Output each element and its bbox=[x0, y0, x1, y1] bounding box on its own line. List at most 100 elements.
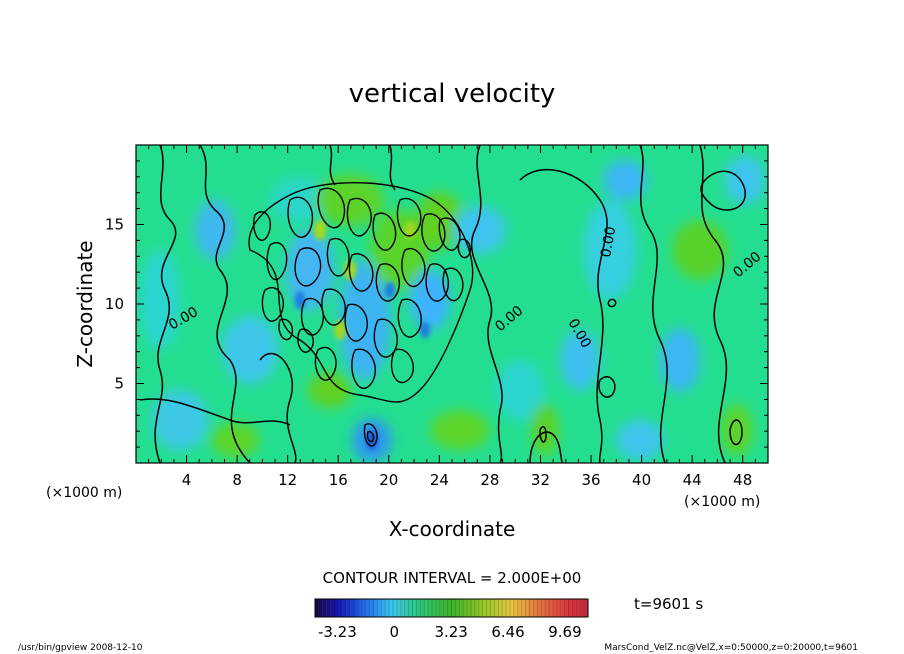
colorbar-tick-label: 9.69 bbox=[548, 623, 581, 641]
colorbar-segment bbox=[318, 599, 323, 617]
colorbar-segment bbox=[443, 599, 448, 617]
colorbar-segment bbox=[369, 599, 374, 617]
colorbar-segment bbox=[580, 599, 585, 617]
colorbar-segment bbox=[330, 599, 335, 617]
chart-title: vertical velocity bbox=[349, 79, 556, 109]
colorbar-segment bbox=[385, 599, 390, 617]
colorbar-segment bbox=[447, 599, 452, 617]
colorbar-segment bbox=[408, 599, 413, 617]
x-tick-label: 36 bbox=[581, 471, 600, 489]
colorbar-segment bbox=[560, 599, 565, 617]
x-tick-label: 40 bbox=[632, 471, 651, 489]
x-axis-unit: (×1000 m) bbox=[684, 494, 760, 510]
contour-interval-text: CONTOUR INTERVAL = 2.000E+00 bbox=[323, 569, 582, 587]
colorbar-segment bbox=[400, 599, 405, 617]
colorbar-segment bbox=[342, 599, 347, 617]
colorbar-segment bbox=[326, 599, 331, 617]
colorbar-ticks: -3.23 0 3.23 6.46 9.69 bbox=[318, 623, 582, 641]
x-tick-label: 20 bbox=[379, 471, 398, 489]
x-axis-label: X-coordinate bbox=[389, 517, 516, 541]
colorbar-segment bbox=[322, 599, 327, 617]
colorbar-segment bbox=[564, 599, 569, 617]
colorbar-segment bbox=[389, 599, 393, 617]
x-tick-label: 4 bbox=[182, 471, 192, 489]
colorbar-segment bbox=[533, 599, 538, 617]
colorbar-segment bbox=[424, 599, 429, 617]
plot-field: 0.00 0.00 0.00 0.00 0.00 bbox=[136, 145, 768, 463]
colorbar-tick-label: 0 bbox=[389, 623, 399, 641]
colorbar-segment bbox=[474, 599, 479, 617]
colorbar-segment bbox=[338, 599, 343, 617]
colorbar-segment bbox=[428, 599, 432, 617]
colorbar-segment bbox=[459, 599, 464, 617]
colorbar-segment bbox=[354, 599, 358, 617]
colorbar-segment bbox=[584, 599, 588, 617]
colorbar-segment bbox=[357, 599, 362, 617]
x-axis-ticks: 4 8 12 16 20 24 28 32 36 40 44 48 bbox=[148, 145, 756, 489]
colorbar-segment bbox=[373, 599, 378, 617]
y-tick-label: 5 bbox=[114, 375, 124, 393]
colorbar-segment bbox=[498, 599, 503, 617]
colorbar-segment bbox=[404, 599, 409, 617]
colorbar-segment bbox=[315, 599, 319, 617]
y-axis-unit: (×1000 m) bbox=[46, 485, 122, 501]
x-tick-label: 44 bbox=[683, 471, 702, 489]
colorbar-segment bbox=[572, 599, 577, 617]
colorbar-segment bbox=[517, 599, 522, 617]
y-tick-label: 10 bbox=[105, 295, 124, 313]
colorbar-segment bbox=[510, 599, 514, 617]
x-tick-label: 24 bbox=[430, 471, 449, 489]
colorbar-segment bbox=[365, 599, 370, 617]
colorbar-tick-label: 3.23 bbox=[434, 623, 467, 641]
contour-lines bbox=[139, 145, 746, 463]
colorbar-segment bbox=[455, 599, 460, 617]
colorbar-segment bbox=[568, 599, 573, 617]
colorbar-segment bbox=[506, 599, 510, 617]
colorbar-segment bbox=[478, 599, 483, 617]
colorbar-segment bbox=[467, 599, 471, 617]
colorbar-segment bbox=[377, 599, 382, 617]
colorbar-segment bbox=[556, 599, 561, 617]
contour-core bbox=[248, 182, 474, 447]
colorbar-segment bbox=[545, 599, 549, 617]
y-axis-label: Z-coordinate bbox=[73, 240, 97, 367]
colorbar-segment bbox=[346, 599, 351, 617]
colorbar-segment bbox=[435, 599, 440, 617]
colorbar-segment bbox=[432, 599, 436, 617]
colorbar-segment bbox=[482, 599, 487, 617]
colorbar-segment bbox=[396, 599, 401, 617]
x-tick-label: 8 bbox=[232, 471, 242, 489]
colorbar bbox=[314, 599, 588, 617]
x-tick-label: 16 bbox=[329, 471, 348, 489]
colorbar-segment bbox=[525, 599, 530, 617]
colorbar-segment bbox=[439, 599, 444, 617]
x-tick-label: 48 bbox=[733, 471, 752, 489]
colorbar-segment bbox=[486, 599, 491, 617]
colorbar-segment bbox=[451, 599, 456, 617]
contour-label-4: 0.00 bbox=[598, 225, 619, 258]
footer-left: /usr/bin/gpview 2008-12-10 bbox=[18, 643, 143, 653]
y-axis-ticks: 5 10 15 bbox=[105, 160, 768, 448]
x-tick-label: 28 bbox=[480, 471, 499, 489]
x-tick-label: 12 bbox=[278, 471, 297, 489]
colorbar-segment bbox=[463, 599, 468, 617]
colorbar-segment bbox=[576, 599, 581, 617]
colorbar-segment bbox=[416, 599, 421, 617]
colorbar-segment bbox=[494, 599, 499, 617]
colorbar-segment bbox=[361, 599, 366, 617]
colorbar-segment bbox=[537, 599, 542, 617]
colorbar-segment bbox=[502, 599, 507, 617]
footer-right: MarsCond_VelZ.nc@VelZ,x=0:50000,z=0:2000… bbox=[604, 643, 858, 653]
colorbar-segment bbox=[334, 599, 339, 617]
colorbar-segment bbox=[552, 599, 557, 617]
colorbar-tick-label: -3.23 bbox=[318, 623, 357, 641]
colorbar-segment bbox=[529, 599, 534, 617]
colorbar-segment bbox=[490, 599, 495, 617]
colorbar-segment bbox=[549, 599, 553, 617]
x-tick-label: 32 bbox=[531, 471, 550, 489]
colorbar-segment bbox=[393, 599, 397, 617]
y-tick-label: 15 bbox=[105, 216, 124, 234]
colorbar-tick-label: 6.46 bbox=[491, 623, 524, 641]
colorbar-segment bbox=[513, 599, 518, 617]
colorbar-segment bbox=[420, 599, 425, 617]
